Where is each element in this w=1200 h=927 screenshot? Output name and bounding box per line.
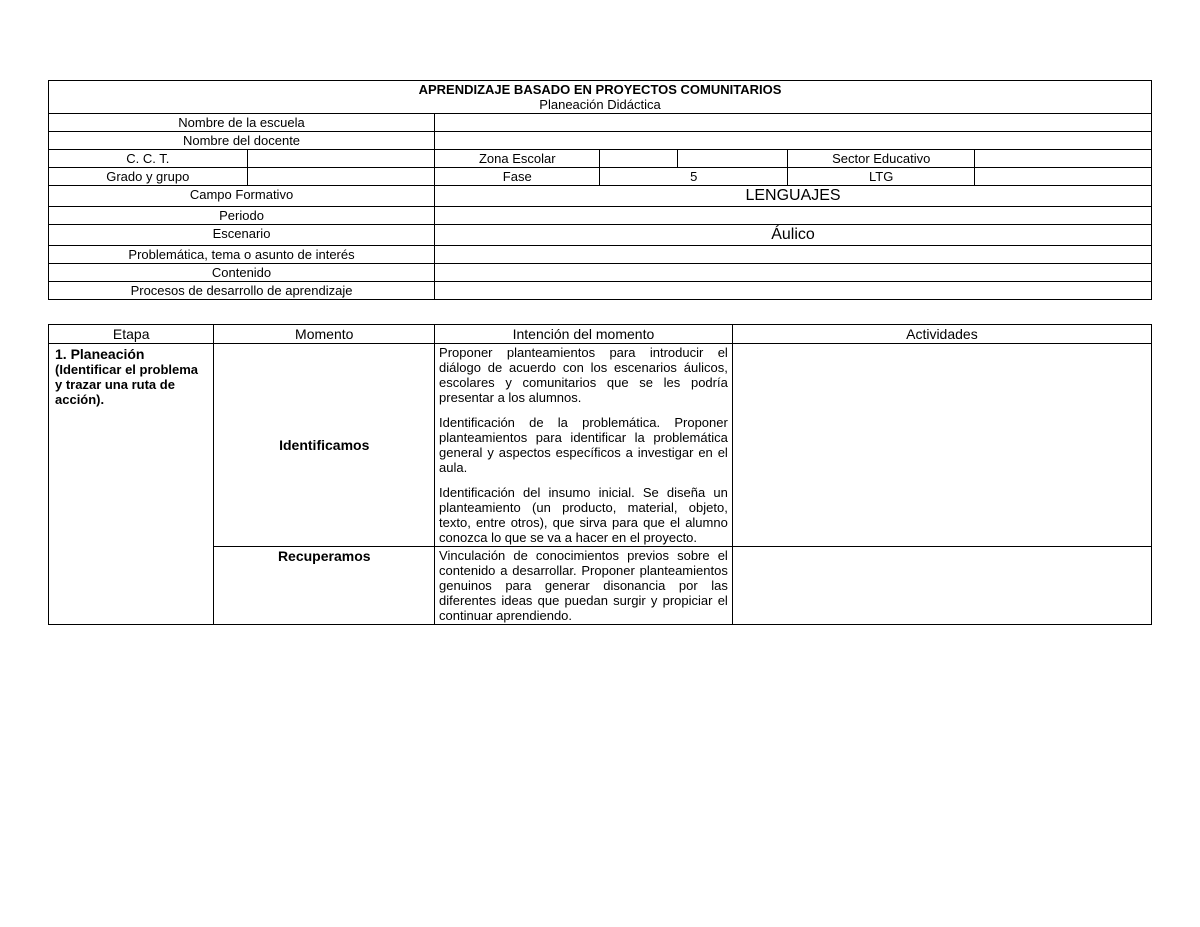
value-sector [975, 150, 1152, 168]
intencion-1: Vinculación de conocimientos previos sob… [435, 547, 733, 625]
label-cct: C. C. T. [49, 150, 248, 168]
plan-table: Etapa Momento Intención del momento Acti… [48, 324, 1152, 625]
actividades-1 [732, 547, 1151, 625]
value-periodo [435, 207, 1152, 225]
label-escenario: Escenario [49, 225, 435, 246]
label-contenido: Contenido [49, 264, 435, 282]
label-problematica: Problemática, tema o asunto de interés [49, 246, 435, 264]
label-campo: Campo Formativo [49, 186, 435, 207]
label-nombre-escuela: Nombre de la escuela [49, 114, 435, 132]
value-escenario: Áulico [435, 225, 1152, 246]
intencion-0-p0: Proponer planteamientos para introducir … [439, 345, 728, 405]
header-table: APRENDIZAJE BASADO EN PROYECTOS COMUNITA… [48, 80, 1152, 300]
value-problematica [435, 246, 1152, 264]
value-procesos [435, 282, 1152, 300]
header-etapa: Etapa [49, 325, 214, 344]
value-nombre-escuela [435, 114, 1152, 132]
value-ltg [975, 168, 1152, 186]
label-zona: Zona Escolar [435, 150, 600, 168]
actividades-0 [732, 344, 1151, 547]
etapa-desc: (Identificar el problema y trazar una ru… [55, 362, 198, 407]
label-sector: Sector Educativo [787, 150, 975, 168]
value-zona [600, 150, 677, 168]
label-procesos: Procesos de desarrollo de aprendizaje [49, 282, 435, 300]
value-cct [247, 150, 435, 168]
header-momento: Momento [214, 325, 435, 344]
header-actividades: Actividades [732, 325, 1151, 344]
intencion-0: Proponer planteamientos para introducir … [435, 344, 733, 547]
momento-0: Identificamos [214, 344, 435, 547]
header-intencion: Intención del momento [435, 325, 733, 344]
value-contenido [435, 264, 1152, 282]
value-zona-extra [677, 150, 787, 168]
value-campo: LENGUAJES [435, 186, 1152, 207]
intencion-0-p1: Identificación de la problemática. Propo… [439, 415, 728, 475]
momento-1: Recuperamos [214, 547, 435, 625]
etapa-cell: 1. Planeación (Identificar el problema y… [49, 344, 214, 625]
value-fase: 5 [600, 168, 788, 186]
intencion-0-p2: Identificación del insumo inicial. Se di… [439, 485, 728, 545]
label-periodo: Periodo [49, 207, 435, 225]
etapa-title: 1. Planeación [55, 346, 144, 362]
value-grado [247, 168, 435, 186]
value-nombre-docente [435, 132, 1152, 150]
label-fase: Fase [435, 168, 600, 186]
doc-title: APRENDIZAJE BASADO EN PROYECTOS COMUNITA… [419, 82, 782, 97]
label-grado: Grado y grupo [49, 168, 248, 186]
intencion-1-p0: Vinculación de conocimientos previos sob… [439, 548, 728, 623]
doc-subtitle: Planeación Didáctica [539, 97, 660, 112]
label-nombre-docente: Nombre del docente [49, 132, 435, 150]
label-ltg: LTG [787, 168, 975, 186]
